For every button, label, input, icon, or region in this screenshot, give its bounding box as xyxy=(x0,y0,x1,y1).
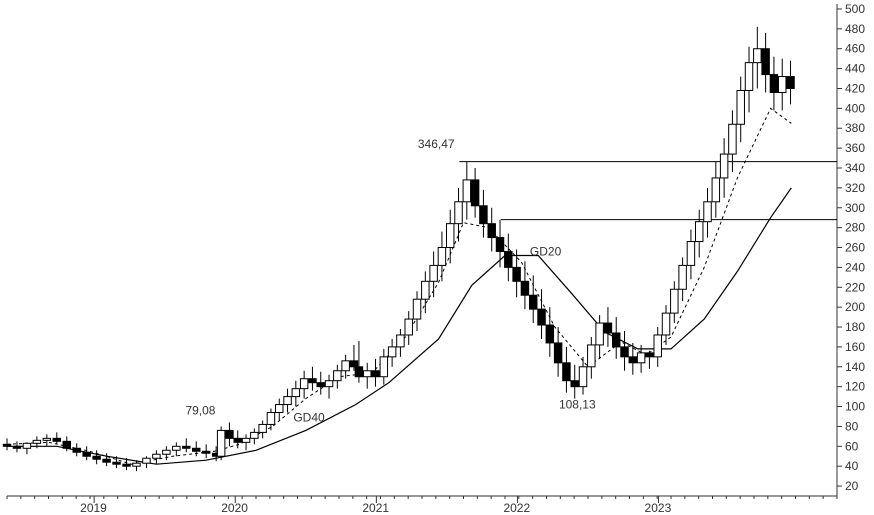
y-tick-label: 220 xyxy=(845,280,865,294)
y-tick-label: 120 xyxy=(845,380,865,394)
y-tick-label: 200 xyxy=(845,300,865,314)
y-tick-label: 180 xyxy=(845,320,865,334)
chart-annotation: GD20 xyxy=(530,244,562,258)
chart-annotation: 346,47 xyxy=(418,137,455,151)
y-tick-label: 480 xyxy=(845,22,865,36)
x-tick-label: 2022 xyxy=(503,501,530,515)
x-tick-label: 2021 xyxy=(362,501,389,515)
y-tick-label: 320 xyxy=(845,181,865,195)
chart-svg: 20 40 60 80 100 120 140 160 180 200 220 240 260 280 30… xyxy=(0,0,874,515)
y-tick-label: 80 xyxy=(845,419,859,433)
y-tick-label: 500 xyxy=(845,2,865,16)
y-tick-label: 20 xyxy=(845,479,859,493)
y-tick-label: 160 xyxy=(845,340,865,354)
y-tick-label: 300 xyxy=(845,201,865,215)
y-tick-label: 460 xyxy=(845,42,865,56)
y-tick-label: 400 xyxy=(845,101,865,115)
x-tick-label: 2019 xyxy=(80,501,107,515)
y-tick-label: 240 xyxy=(845,260,865,274)
chart-annotation: 79,08 xyxy=(185,403,215,417)
y-tick-label: 140 xyxy=(845,360,865,374)
y-tick-label: 280 xyxy=(845,221,865,235)
y-tick-label: 40 xyxy=(845,459,859,473)
y-tick-label: 360 xyxy=(845,141,865,155)
chart-annotation: 108,13 xyxy=(559,398,596,412)
y-tick-label: 420 xyxy=(845,81,865,95)
y-tick-label: 340 xyxy=(845,161,865,175)
y-tick-label: 260 xyxy=(845,241,865,255)
price-chart: 20 40 60 80 100 120 140 160 180 200 220 240 260 280 30… xyxy=(0,0,874,515)
gd40-line xyxy=(7,188,791,464)
y-tick-label: 60 xyxy=(845,439,859,453)
x-tick-label: 2023 xyxy=(645,501,672,515)
y-tick-label: 100 xyxy=(845,400,865,414)
x-tick-label: 2020 xyxy=(221,501,248,515)
y-tick-label: 380 xyxy=(845,121,865,135)
chart-annotation: GD40 xyxy=(293,410,325,424)
y-tick-label: 440 xyxy=(845,62,865,76)
